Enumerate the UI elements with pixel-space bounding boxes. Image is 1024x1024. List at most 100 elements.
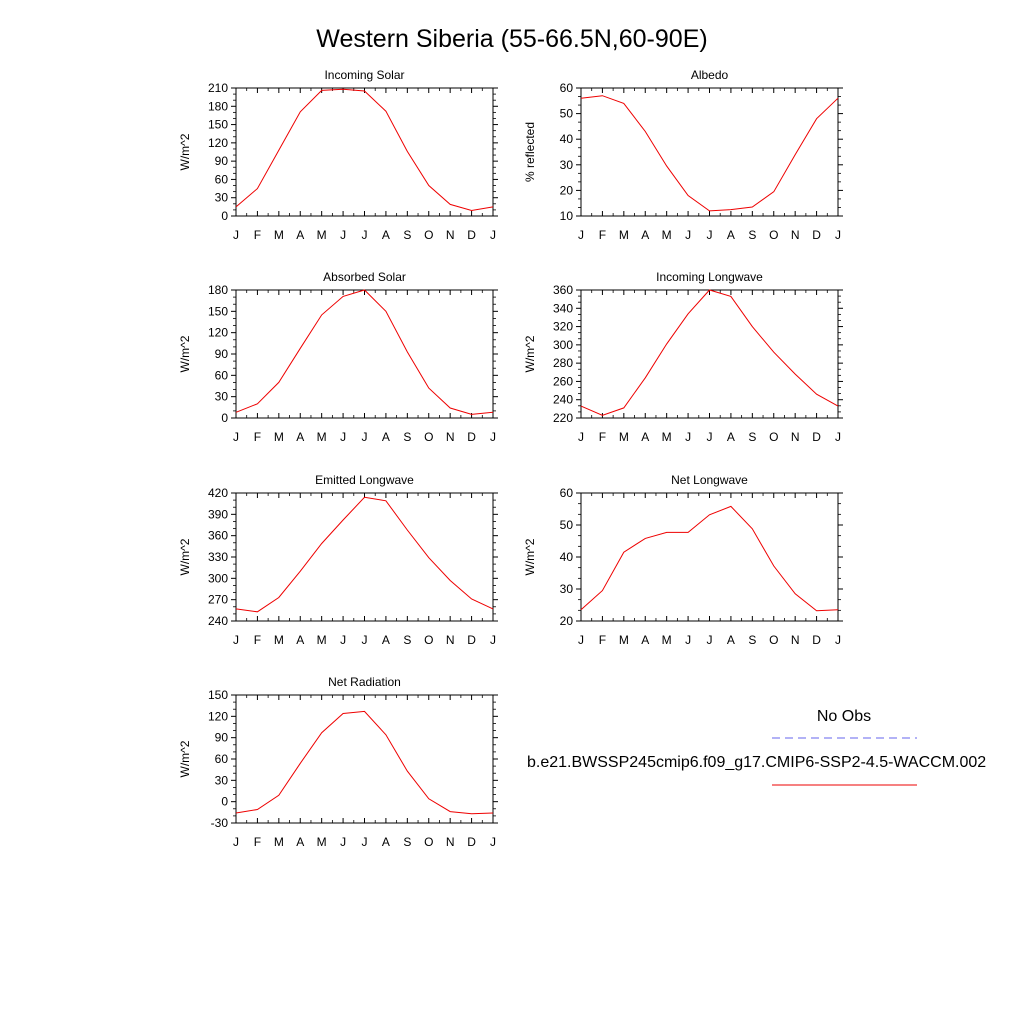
x-tick-label: F [599,430,606,444]
series-line [235,289,494,415]
x-tick-label: M [274,835,284,849]
panel-title: Net Longwave [671,473,748,487]
x-tick-label: N [446,835,455,849]
y-tick-label: 270 [208,593,228,607]
y-tick-label: 30 [215,390,229,404]
x-tick-label: O [424,835,433,849]
y-tick-label: 20 [560,614,574,628]
y-tick-label: 360 [553,283,573,297]
y-tick-label: 30 [560,158,574,172]
x-tick-label: S [403,228,411,242]
x-tick-label: A [382,633,390,647]
y-tick-label: 0 [221,795,228,809]
x-tick-label: M [619,228,629,242]
plot-frame [235,694,494,824]
legend-model-label: b.e21.BWSSP245cmip6.f09_g17.CMIP6-SSP2-4… [527,754,986,771]
x-tick-label: D [467,430,476,444]
x-tick-label: M [317,835,327,849]
y-tick-label: 300 [553,338,573,352]
y-tick-label: 30 [215,191,229,205]
panel-title: Incoming Longwave [656,270,763,284]
panel-title: Albedo [691,68,729,82]
x-tick-label: O [424,228,433,242]
x-tick-label: M [317,430,327,444]
y-axis-label: W/m^2 [178,740,192,777]
x-tick-label: F [599,228,606,242]
x-tick-label: J [340,633,346,647]
y-axis-label: W/m^2 [523,335,537,372]
x-tick-label: S [748,430,756,444]
x-tick-label: M [274,228,284,242]
x-tick-label: J [340,228,346,242]
y-tick-label: 50 [560,518,574,532]
x-tick-label: J [685,633,691,647]
series-line [235,496,494,613]
x-tick-label: J [340,835,346,849]
x-tick-label: J [233,228,239,242]
y-tick-label: 320 [553,320,573,334]
y-tick-label: 150 [208,688,228,702]
x-tick-label: D [467,633,476,647]
legend-obs-label: No Obs [817,708,871,725]
y-axis-label: W/m^2 [178,335,192,372]
panel-absorbed-solar: J F M A M J J A S O N D J0306090120150180W/m^2Absorb… [178,270,498,444]
x-tick-label: F [254,835,261,849]
y-tick-label: 10 [560,209,574,223]
x-tick-label: N [791,430,800,444]
panel-title: Net Radiation [328,675,401,689]
x-tick-label: D [467,835,476,849]
x-tick-label: M [619,430,629,444]
series-line [580,95,839,212]
x-tick-label: N [791,228,800,242]
x-tick-label: J [685,228,691,242]
plot-frame [235,492,494,622]
y-tick-label: 60 [215,752,229,766]
series-line [580,505,839,612]
y-tick-label: 90 [215,154,229,168]
x-tick-label: N [791,633,800,647]
panel-incoming-longwave: J F M A M J J A S O N D J220240260280300320340360W/m… [523,270,843,444]
y-tick-label: 120 [208,326,228,340]
x-tick-label: D [467,228,476,242]
x-tick-label: J [578,228,584,242]
y-tick-label: 390 [208,507,228,521]
x-tick-label: A [641,228,649,242]
panel-title: Incoming Solar [324,68,404,82]
x-tick-label: J [707,430,713,444]
x-tick-label: M [662,633,672,647]
y-tick-label: 300 [208,571,228,585]
x-tick-label: A [727,430,735,444]
x-tick-label: J [835,430,841,444]
x-tick-label: D [812,633,821,647]
y-tick-label: 150 [208,304,228,318]
x-tick-label: M [662,228,672,242]
y-tick-label: 40 [560,550,574,564]
series-line [580,289,839,416]
x-tick-label: M [274,633,284,647]
y-tick-label: 210 [208,81,228,95]
plot-frame [235,87,494,217]
x-tick-label: J [362,835,368,849]
x-tick-label: J [490,835,496,849]
panel-incoming-solar: J F M A M J J A S O N D J0306090120150180210W/m^2Inc… [178,68,498,242]
x-tick-label: J [490,430,496,444]
y-tick-label: 60 [215,368,229,382]
x-tick-label: J [233,835,239,849]
plot-frame [235,289,494,419]
y-tick-label: 20 [560,183,574,197]
x-tick-label: N [446,633,455,647]
x-tick-label: J [578,633,584,647]
x-tick-label: J [490,228,496,242]
y-tick-label: 60 [560,81,574,95]
x-tick-label: J [578,430,584,444]
x-tick-label: A [641,633,649,647]
y-axis-label: % reflected [523,122,537,182]
x-tick-label: S [403,430,411,444]
y-tick-label: 120 [208,136,228,150]
y-tick-label: 40 [560,132,574,146]
x-tick-label: F [254,633,261,647]
x-tick-label: J [362,430,368,444]
y-tick-label: 30 [215,773,229,787]
